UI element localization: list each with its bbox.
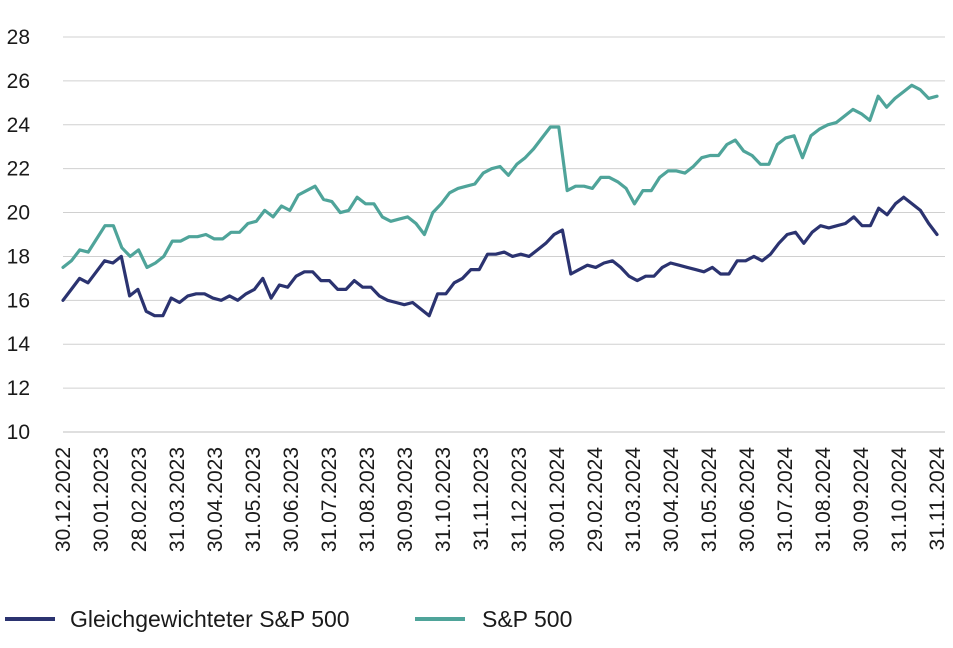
x-tick-label: 30.12.2022 xyxy=(52,447,75,552)
x-tick-label: 31.07.2024 xyxy=(774,447,797,552)
y-tick-label: 14 xyxy=(7,333,31,356)
x-tick-label: 31.05.2023 xyxy=(242,447,265,552)
x-tick-label: 30.01.2023 xyxy=(90,447,113,552)
x-tick-label: 31.10.2023 xyxy=(432,447,455,552)
x-tick-label: 31.10.2024 xyxy=(888,447,911,552)
x-tick-label: 30.06.2024 xyxy=(736,447,759,552)
x-tick-label: 29.02.2024 xyxy=(584,447,607,552)
x-tick-label: 31.11.2024 xyxy=(926,447,949,551)
x-tick-label: 31.07.2023 xyxy=(318,447,341,552)
x-axis-tick-labels: 30.12.2022 30.01.2023 28.02.2023 31.03.2023… xyxy=(52,447,949,552)
legend: Gleichgewichteter S&P 500 S&P 500 xyxy=(5,606,572,632)
series-line-1 xyxy=(61,83,939,269)
x-tick-label: 31.03.2023 xyxy=(166,447,189,552)
x-tick-label: 31.08.2024 xyxy=(812,447,835,552)
x-tick-label: 31.03.2024 xyxy=(622,447,645,552)
gridlines xyxy=(63,36,945,433)
legend-label-equal-weight: Gleichgewichteter S&P 500 xyxy=(70,606,350,632)
y-axis-tick-labels: 10 12 14 16 18 20 22 24 26 28 xyxy=(7,26,31,444)
x-tick-label: 31.05.2024 xyxy=(698,447,721,552)
legend-item-equal-weight: Gleichgewichteter S&P 500 xyxy=(5,606,350,632)
y-tick-label: 18 xyxy=(7,245,30,268)
y-tick-label: 28 xyxy=(7,26,30,49)
x-tick-label: 31.08.2023 xyxy=(356,447,379,552)
y-tick-label: 16 xyxy=(7,289,30,312)
x-tick-label: 30.01.2024 xyxy=(546,447,569,552)
x-tick-label: 31.11.2023 xyxy=(470,447,493,551)
x-tick-label: 31.12.2023 xyxy=(508,447,531,552)
y-tick-label: 22 xyxy=(7,158,30,181)
series-lines xyxy=(61,83,939,318)
x-tick-label: 30.09.2024 xyxy=(850,447,873,552)
legend-label-sp500: S&P 500 xyxy=(482,606,572,632)
legend-item-sp500: S&P 500 xyxy=(415,606,572,632)
x-tick-label: 30.06.2023 xyxy=(280,447,303,552)
x-tick-label: 30.04.2023 xyxy=(204,447,227,552)
y-tick-label: 26 xyxy=(7,70,30,93)
y-tick-label: 20 xyxy=(7,202,30,225)
y-tick-label: 10 xyxy=(7,421,30,444)
x-tick-label: 28.02.2023 xyxy=(128,447,151,552)
x-tick-label: 30.09.2023 xyxy=(394,447,417,552)
series-line-0 xyxy=(61,195,939,318)
x-tick-label: 30.04.2024 xyxy=(660,447,683,552)
y-tick-label: 12 xyxy=(7,377,30,400)
y-tick-label: 24 xyxy=(7,114,31,137)
